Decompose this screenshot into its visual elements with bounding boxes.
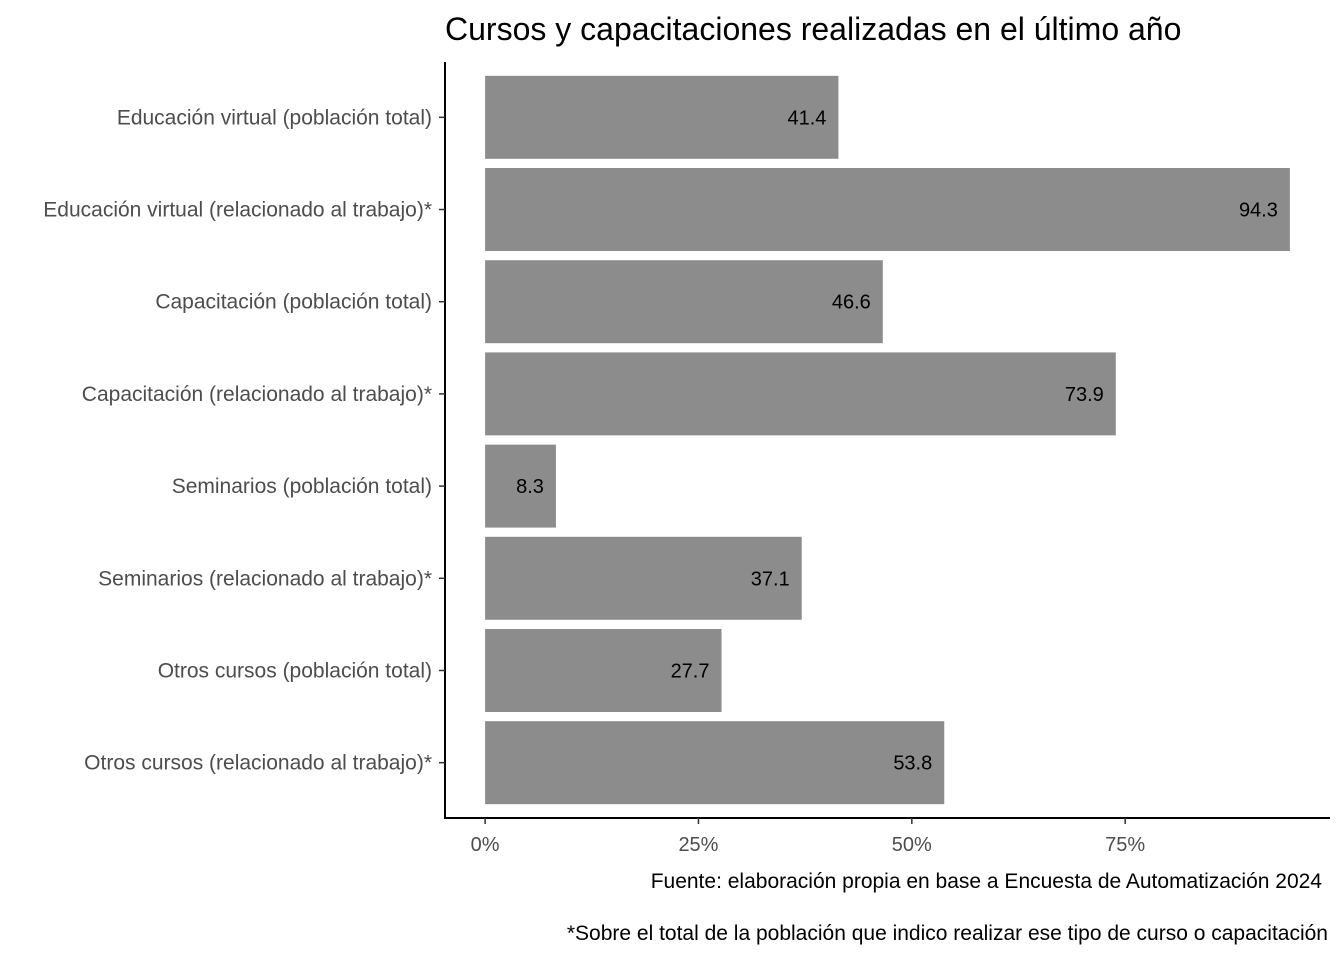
bar-otros-cursos-poblacion-total xyxy=(485,629,722,712)
bar-capacitacion-relacionado-al-trabajo xyxy=(485,352,1116,436)
x-axis-ticks: 0% 25% 50% 75% xyxy=(471,818,1145,856)
bar-educacion-virtual-relacionado-al-trabajo xyxy=(485,168,1290,251)
caption-note: *Sobre el total de la población que indi… xyxy=(567,922,1328,945)
x-tick-label-50: 50% xyxy=(892,834,932,856)
category-label-educacion-virtual-relacionado-al-trabajo: Educación virtual (relacionado al trabaj… xyxy=(43,199,432,222)
y-axis-ticks xyxy=(439,116,445,764)
data-labels: 41.4 94.3 46.6 73.9 8.3 37.1 27.7 53.8 xyxy=(516,107,1278,774)
data-label-seminarios-poblacion-total: 8.3 xyxy=(516,476,544,498)
category-labels: Educación virtual (población total) Educa… xyxy=(43,106,432,774)
x-tick-label-25: 25% xyxy=(678,834,718,856)
x-tick-label-75: 75% xyxy=(1105,834,1145,856)
chart-title: Cursos y capacitaciones realizadas en el… xyxy=(445,11,1181,47)
bar-educacion-virtual-poblacion-total xyxy=(485,75,839,159)
data-label-educacion-virtual-relacionado-al-trabajo: 94.3 xyxy=(1239,200,1278,222)
caption-source: Fuente: elaboración propia en base a Enc… xyxy=(651,870,1323,893)
bar-seminarios-relacionado-al-trabajo xyxy=(485,536,802,620)
category-label-capacitacion-relacionado-al-trabajo: Capacitación (relacionado al trabajo)* xyxy=(82,383,432,406)
data-label-otros-cursos-poblacion-total: 27.7 xyxy=(671,660,710,682)
category-label-seminarios-poblacion-total: Seminarios (población total) xyxy=(172,475,432,498)
data-label-educacion-virtual-poblacion-total: 41.4 xyxy=(787,107,826,129)
category-label-capacitacion-poblacion-total: Capacitación (población total) xyxy=(155,291,432,314)
category-label-otros-cursos-poblacion-total: Otros cursos (población total) xyxy=(158,659,432,682)
data-label-otros-cursos-relacionado-al-trabajo: 53.8 xyxy=(893,753,932,775)
category-label-otros-cursos-relacionado-al-trabajo: Otros cursos (relacionado al trabajo)* xyxy=(84,752,432,775)
category-label-educacion-virtual-poblacion-total: Educación virtual (población total) xyxy=(117,106,432,129)
bars-group xyxy=(485,75,1290,805)
data-label-seminarios-relacionado-al-trabajo: 37.1 xyxy=(751,568,790,590)
data-label-capacitacion-relacionado-al-trabajo: 73.9 xyxy=(1065,384,1104,406)
category-label-seminarios-relacionado-al-trabajo: Seminarios (relacionado al trabajo)* xyxy=(98,567,432,590)
bar-otros-cursos-relacionado-al-trabajo xyxy=(485,721,945,805)
data-label-capacitacion-poblacion-total: 46.6 xyxy=(832,292,871,314)
bar-seminarios-poblacion-total xyxy=(485,444,556,528)
bar-capacitacion-poblacion-total xyxy=(485,260,883,344)
x-tick-label-0: 0% xyxy=(471,834,500,856)
